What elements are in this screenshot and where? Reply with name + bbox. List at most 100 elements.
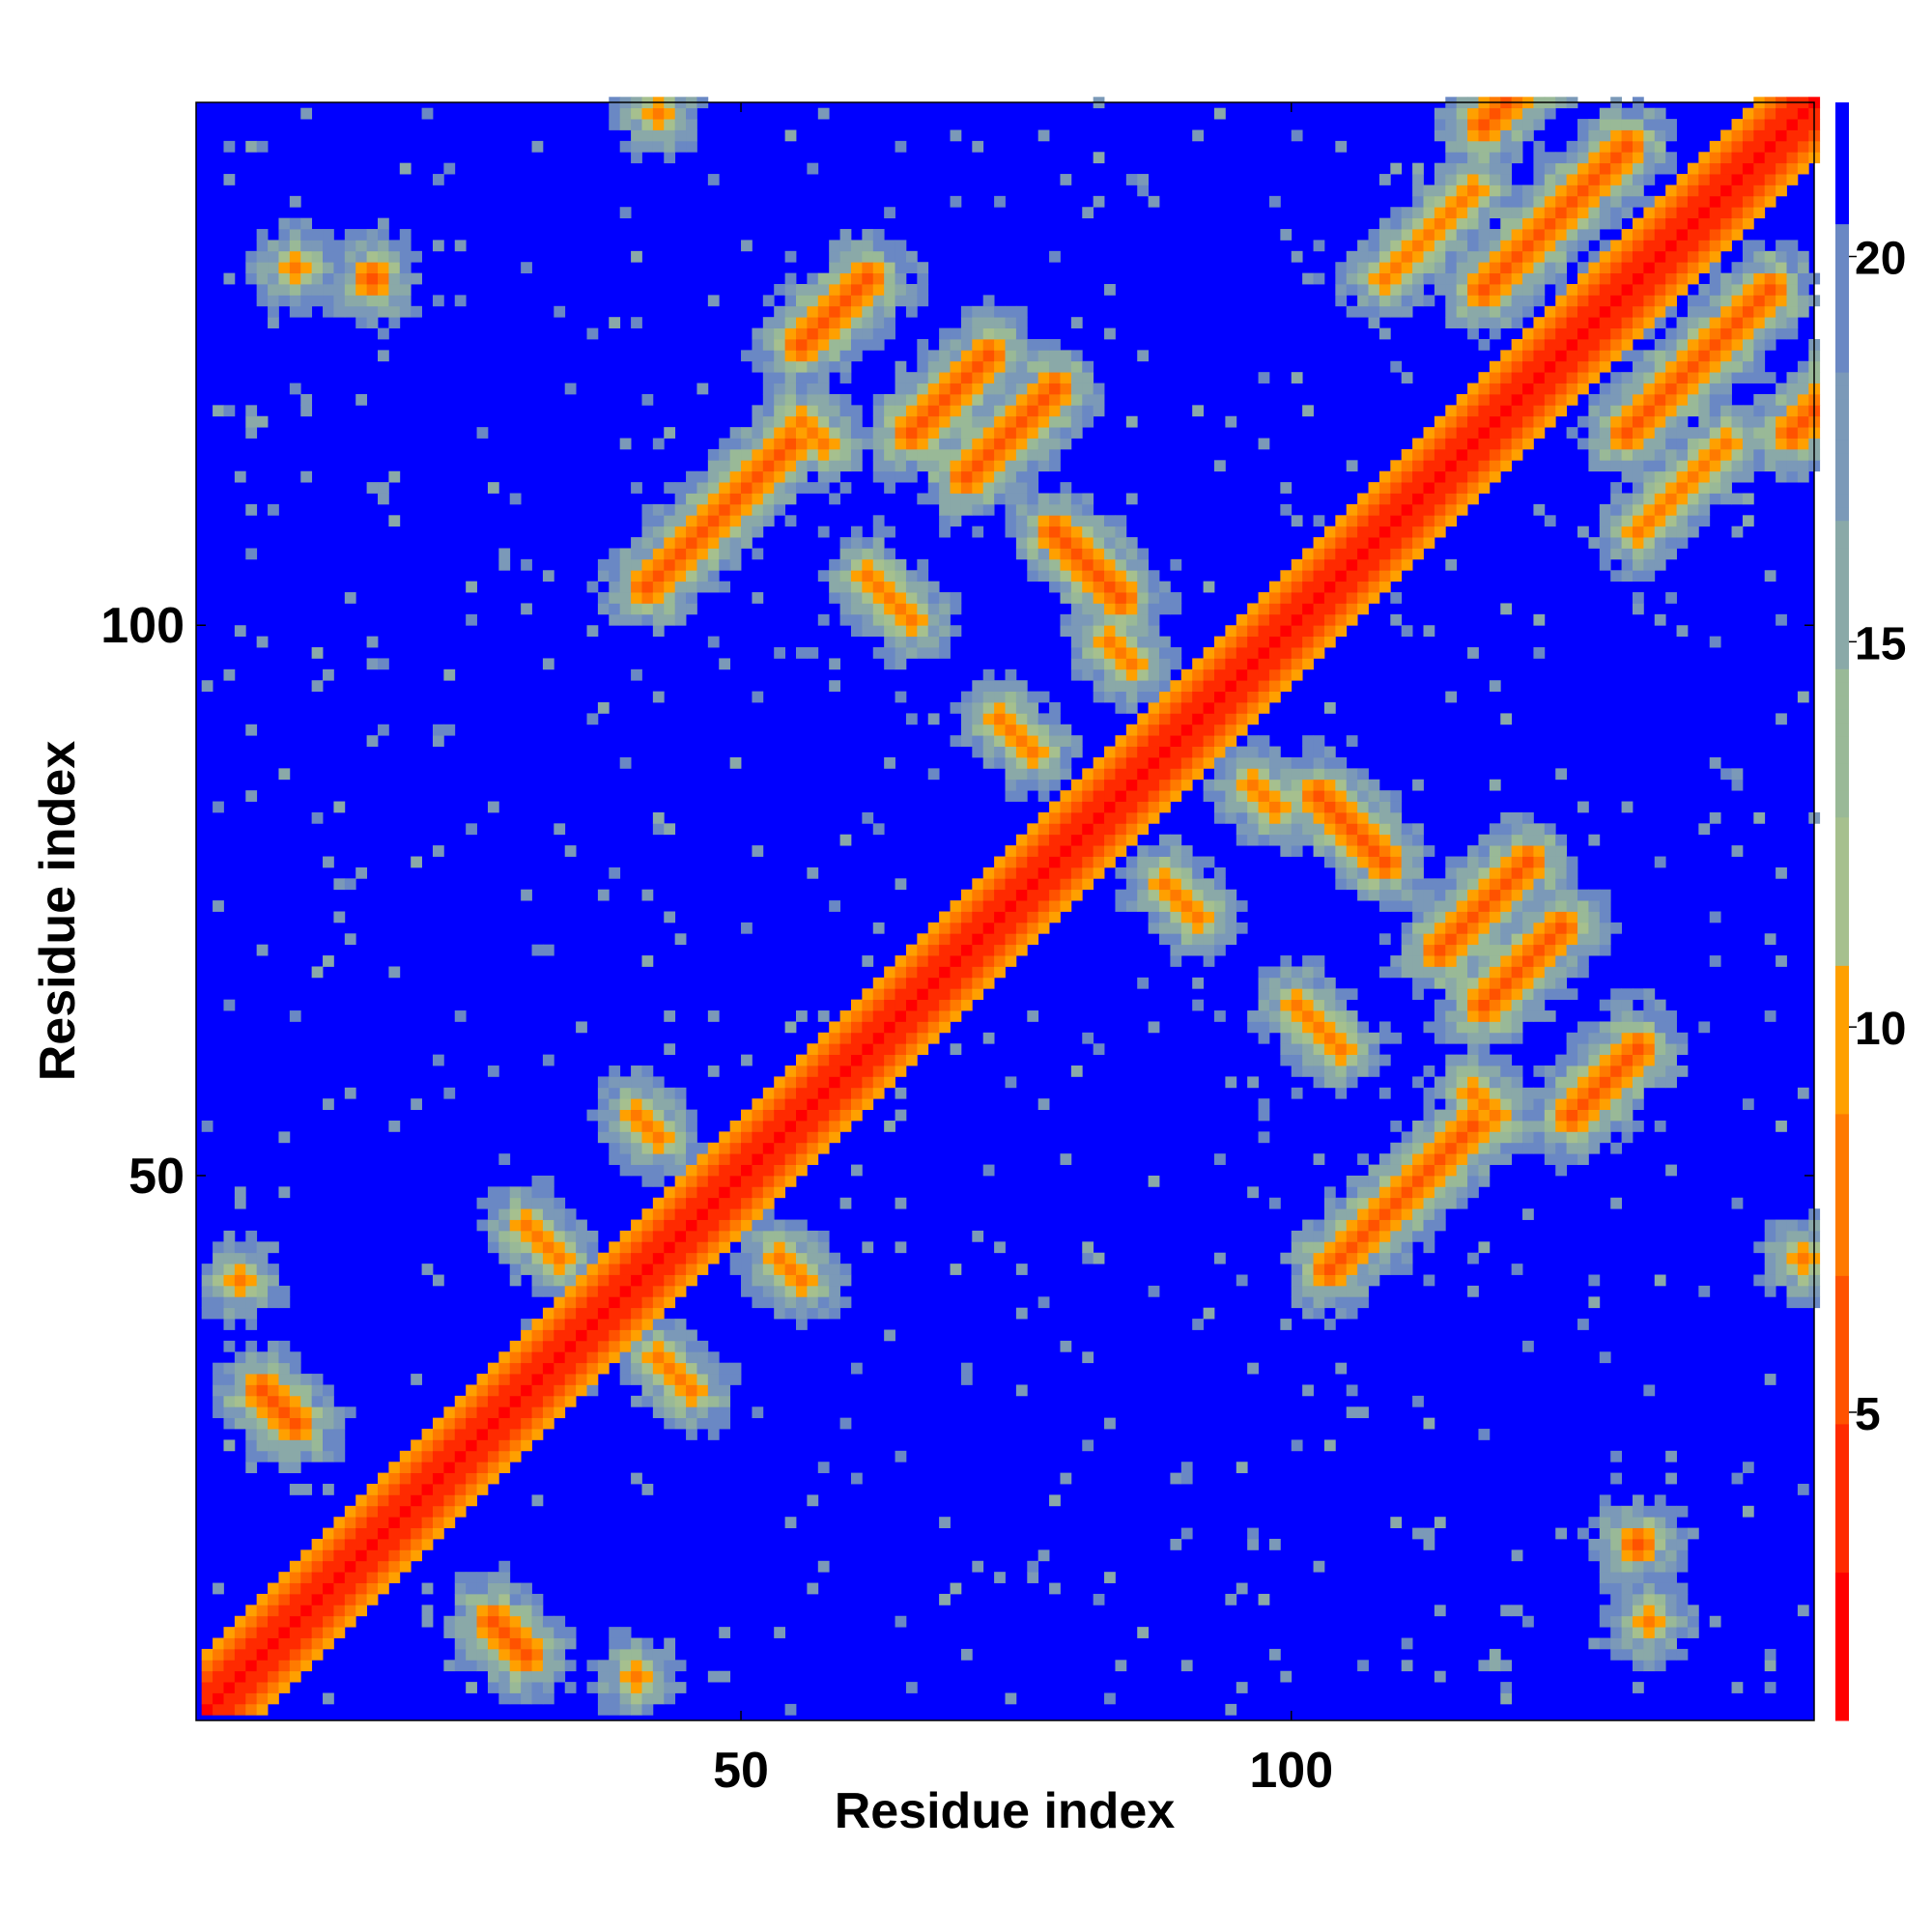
heatmap-cell [972, 503, 984, 516]
heatmap-cell [674, 558, 687, 571]
heatmap-cell [256, 1362, 269, 1375]
heatmap-cell [994, 448, 1006, 461]
heatmap-cell [686, 140, 697, 153]
heatmap-cell [696, 1219, 709, 1232]
heatmap-cell [807, 1285, 819, 1297]
heatmap-cell [1489, 922, 1501, 934]
heatmap-cell [454, 1494, 467, 1507]
heatmap-cell [1555, 955, 1568, 967]
heatmap-cell [1137, 768, 1150, 781]
heatmap-cell [796, 295, 808, 307]
heatmap-cell [641, 581, 654, 593]
heatmap-cell [1125, 636, 1138, 648]
heatmap-cell [664, 558, 676, 571]
heatmap-cell [939, 427, 951, 439]
heatmap-cell [631, 1472, 642, 1485]
heatmap-cell [1170, 735, 1182, 747]
heatmap-cell [213, 1660, 224, 1672]
heatmap-cell [278, 1384, 291, 1397]
heatmap-cell [1522, 305, 1534, 318]
heatmap-cell [1214, 702, 1226, 714]
heatmap-cell [344, 1572, 356, 1583]
heatmap-cell [729, 1230, 742, 1242]
heatmap-cell [1456, 1121, 1468, 1132]
heatmap-cell [752, 1131, 764, 1144]
heatmap-cell [366, 284, 379, 296]
heatmap-cell [1533, 107, 1546, 120]
heatmap-cell [1555, 1076, 1568, 1089]
heatmap-cell [1170, 867, 1182, 879]
heatmap-cell [1115, 702, 1127, 714]
heatmap-cell [1082, 603, 1094, 615]
heatmap-cell [696, 1142, 709, 1154]
heatmap-cell [674, 1219, 687, 1232]
heatmap-cell [950, 338, 962, 351]
heatmap-cell [774, 503, 785, 516]
heatmap-cell [1049, 756, 1061, 769]
heatmap-cell [1599, 1021, 1611, 1034]
heatmap-cell [1357, 889, 1369, 901]
heatmap-cell [1137, 823, 1150, 836]
heatmap-cell [1137, 647, 1150, 659]
heatmap-cell [807, 1109, 819, 1122]
heatmap-cell [631, 1374, 642, 1385]
heatmap-cell [752, 327, 764, 340]
heatmap-cell [1302, 756, 1314, 769]
heatmap-cell [1170, 680, 1182, 692]
heatmap-cell [1093, 558, 1105, 571]
heatmap-cell [1258, 613, 1270, 626]
heatmap-cell [234, 625, 246, 638]
heatmap-cell [1115, 625, 1127, 638]
heatmap-cell [807, 482, 819, 494]
heatmap-cell [289, 229, 301, 241]
heatmap-cell [1467, 911, 1479, 923]
heatmap-cell [664, 515, 676, 527]
heatmap-cell [268, 1406, 279, 1419]
heatmap-cell [498, 1615, 511, 1628]
heatmap-cell [1225, 801, 1237, 813]
heatmap-cell [1544, 162, 1556, 175]
heatmap-cell [1599, 448, 1611, 461]
heatmap-cell [1511, 317, 1523, 328]
heatmap-cell [1500, 438, 1513, 450]
heatmap-cell [323, 1593, 334, 1605]
heatmap-cell [487, 1670, 499, 1683]
heatmap-cell [1511, 933, 1523, 946]
heatmap-cell [1566, 889, 1578, 901]
heatmap-cell [1247, 1527, 1259, 1540]
heatmap-cell [1258, 811, 1270, 824]
heatmap-cell [234, 1395, 246, 1407]
heatmap-cell [1060, 592, 1072, 604]
heatmap-cell [1588, 900, 1601, 912]
heatmap-cell [1566, 922, 1578, 934]
heatmap-cell [1401, 1186, 1413, 1199]
heatmap-cell [982, 427, 995, 439]
heatmap-cell [872, 570, 885, 582]
heatmap-cell [1522, 338, 1534, 351]
heatmap-cell [1412, 470, 1424, 483]
heatmap-cell [1434, 217, 1446, 230]
heatmap-cell [311, 1615, 324, 1628]
heatmap-cell [1258, 702, 1270, 714]
heatmap-cell [619, 1285, 632, 1297]
heatmap-cell [1148, 922, 1160, 934]
heatmap-cell [1467, 470, 1479, 483]
heatmap-cell [829, 427, 840, 439]
heatmap-cell [1357, 1296, 1369, 1309]
heatmap-cell [234, 1692, 246, 1705]
heatmap-cell [1335, 570, 1348, 582]
heatmap-cell [289, 240, 301, 252]
heatmap-cell [586, 1340, 599, 1352]
heatmap-cell [213, 1670, 224, 1683]
heatmap-cell [466, 1660, 477, 1672]
heatmap-cell [1599, 1494, 1611, 1507]
heatmap-cell [1478, 1109, 1491, 1122]
heatmap-cell [686, 603, 697, 615]
heatmap-cell [509, 1582, 522, 1595]
heatmap-cell [917, 438, 929, 450]
heatmap-cell [1015, 691, 1028, 703]
heatmap-cell [972, 988, 984, 1001]
heatmap-cell [1015, 1264, 1028, 1275]
heatmap-cell [829, 592, 840, 604]
heatmap-cell [311, 272, 324, 285]
